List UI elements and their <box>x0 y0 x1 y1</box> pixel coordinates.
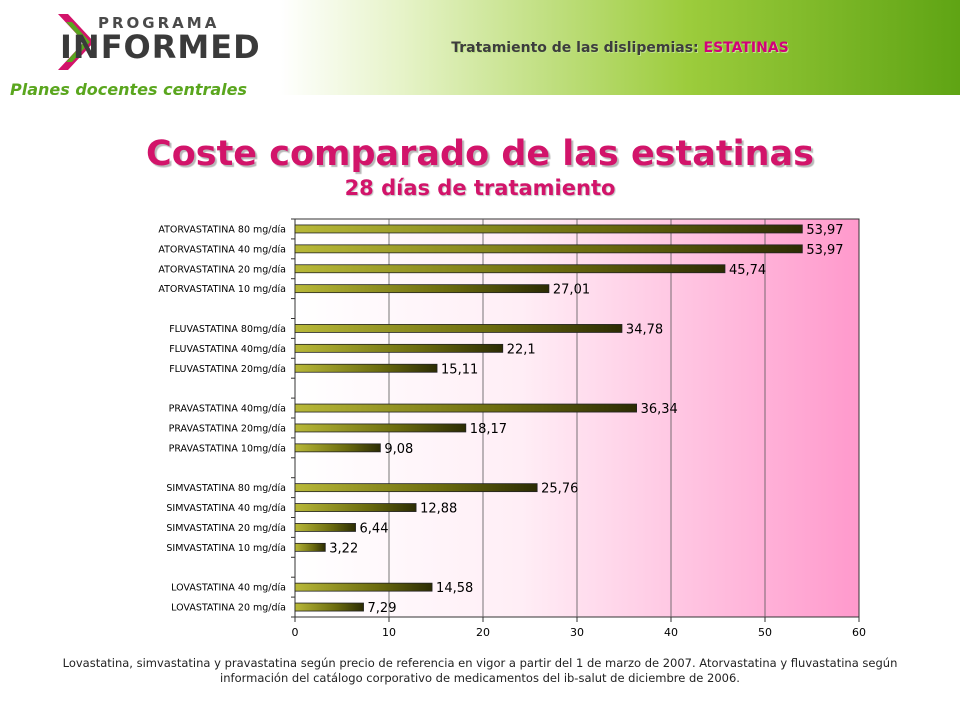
bar <box>294 503 417 512</box>
logo: PROGRAMA INFORMED Planes docentes centra… <box>0 0 278 102</box>
x-tick-label: 0 <box>292 626 299 639</box>
header-banner: Tratamiento de las dislipemias: ESTATINA… <box>280 0 960 95</box>
bar <box>294 224 803 234</box>
data-label: 6,44 <box>360 521 389 536</box>
category-label: PRAVASTATINA 40mg/día <box>169 404 286 415</box>
bar <box>294 363 438 373</box>
bar <box>294 542 326 552</box>
category-label: SIMVASTATINA 10 mg/día <box>166 543 286 554</box>
logo-chevron-icon <box>58 14 94 70</box>
x-tick-label: 10 <box>382 626 396 639</box>
data-label: 22,1 <box>507 342 536 357</box>
logo-subtitle: Planes docentes centrales <box>10 80 248 99</box>
category-label: FLUVASTATINA 80mg/día <box>169 324 286 335</box>
category-label: ATORVASTATINA 10 mg/día <box>158 284 286 295</box>
data-label: 53,97 <box>806 223 843 238</box>
data-label: 45,74 <box>729 263 766 278</box>
bar <box>294 423 467 433</box>
data-label: 7,29 <box>368 601 397 616</box>
data-label: 9,08 <box>384 442 413 457</box>
data-label: 3,22 <box>329 541 358 556</box>
logo-informed-text: INFORMED <box>60 28 261 66</box>
data-label: 53,97 <box>806 243 843 258</box>
x-tick-label: 50 <box>758 626 772 639</box>
chart-title: Coste comparado de las estatinas <box>146 134 814 174</box>
data-label: 27,01 <box>553 283 590 298</box>
category-label: FLUVASTATINA 40mg/día <box>169 344 286 355</box>
bar <box>294 264 726 274</box>
x-tick-label: 40 <box>664 626 678 639</box>
x-tick-label: 60 <box>852 626 866 639</box>
banner-title: Tratamiento de las dislipemias: ESTATINA… <box>280 40 960 56</box>
logo-programa-text: PROGRAMA <box>98 14 220 32</box>
category-label: SIMVASTATINA 20 mg/día <box>166 523 286 534</box>
data-label: 18,17 <box>470 422 507 437</box>
category-label: ATORVASTATINA 40 mg/día <box>158 244 286 255</box>
bar <box>294 284 550 294</box>
category-label: FLUVASTATINA 20mg/día <box>169 364 286 375</box>
bar <box>294 403 637 413</box>
bar <box>294 443 381 453</box>
category-label: SIMVASTATINA 40 mg/día <box>166 503 286 514</box>
bar <box>294 582 433 592</box>
bar <box>294 244 803 254</box>
bar <box>294 602 364 612</box>
category-label: LOVASTATINA 20 mg/día <box>171 603 286 614</box>
category-label: PRAVASTATINA 10mg/día <box>169 443 286 454</box>
data-label: 14,58 <box>436 581 473 596</box>
x-tick-label: 30 <box>570 626 584 639</box>
bar <box>294 324 623 333</box>
data-label: 15,11 <box>441 362 478 377</box>
data-label: 25,76 <box>541 482 578 497</box>
footnote: Lovastatina, simvastatina y pravastatina… <box>62 656 898 685</box>
category-label: LOVASTATINA 40 mg/día <box>171 583 286 594</box>
category-label: PRAVASTATINA 20mg/día <box>169 423 286 434</box>
data-label: 34,78 <box>626 322 663 337</box>
category-label: SIMVASTATINA 80 mg/día <box>166 483 286 494</box>
data-label: 36,34 <box>641 402 678 417</box>
data-label: 12,88 <box>420 502 457 517</box>
category-label: ATORVASTATINA 20 mg/día <box>158 264 286 275</box>
banner-title-highlight: ESTATINAS <box>703 40 789 56</box>
bar-chart: 0 10 20 30 40 50 60 ATORVASTATINA 80 mg/día 53,9… <box>158 218 866 639</box>
bar <box>294 343 504 353</box>
chart-subtitle: 28 días de tratamiento <box>344 176 616 200</box>
x-tick-label: 20 <box>476 626 490 639</box>
bar <box>294 483 538 493</box>
bar <box>294 523 356 532</box>
category-label: ATORVASTATINA 80 mg/día <box>158 224 286 235</box>
banner-title-prefix: Tratamiento de las dislipemias: <box>451 40 699 56</box>
